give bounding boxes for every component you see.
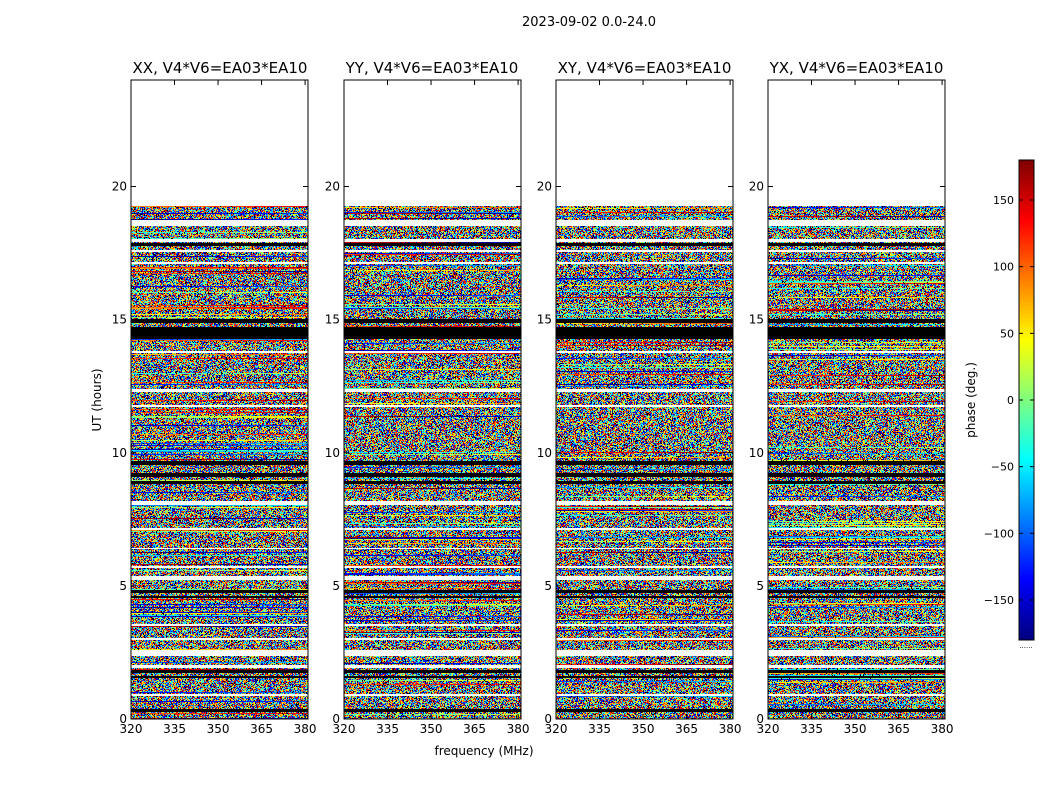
x-tick-label: 335 (800, 722, 823, 736)
y-tick-label: 15 (112, 313, 127, 327)
y-tick-label: 20 (112, 180, 127, 194)
y-tick-label: 0 (756, 712, 764, 726)
y-tick-label: 0 (119, 712, 127, 726)
y-tick-label: 20 (749, 180, 764, 194)
y-tick-label: 0 (332, 712, 340, 726)
y-tick-label: 10 (537, 446, 552, 460)
x-tick-label: 365 (887, 722, 910, 736)
panel-title-xy: XY, V4*V6=EA03*EA10 (558, 59, 732, 77)
x-tick-label: 320 (545, 722, 568, 736)
panel-frame (130, 79, 309, 720)
panel-title-yy: YY, V4*V6=EA03*EA10 (345, 59, 519, 77)
x-tick-label: 380 (931, 722, 954, 736)
colorbar: phase (deg.) ...... −150 −100 −50 0 50 100 150 (964, 159, 1035, 650)
y-tick-label: 10 (112, 446, 127, 460)
y-tick-label: 15 (325, 313, 340, 327)
x-tick-label: 380 (507, 722, 530, 736)
colorbar-tick-label: 100 (993, 261, 1014, 274)
x-tick-label: 380 (294, 722, 317, 736)
panel-title-yx: YX, V4*V6=EA03*EA10 (769, 59, 944, 77)
x-tick-label: 365 (250, 722, 273, 736)
colorbar-tick-label: −50 (991, 461, 1014, 474)
colorbar-gradient (1019, 160, 1034, 640)
y-tick-label: 10 (749, 446, 764, 460)
heatmap-xx (131, 80, 308, 719)
x-tick-label: 335 (163, 722, 186, 736)
x-tick-label: 320 (120, 722, 143, 736)
panel-title-xx: XX, V4*V6=EA03*EA10 (133, 59, 308, 77)
x-tick-label: 320 (333, 722, 356, 736)
x-tick-label: 350 (632, 722, 655, 736)
panel-yx: YX, V4*V6=EA03*EA10 320 335 350 365 380 0 5 10 1… (749, 59, 954, 736)
panel-frame (343, 79, 522, 720)
x-axis-label: frequency (MHz) (434, 744, 533, 758)
y-tick-label: 5 (332, 579, 340, 593)
colorbar-tick-label: −150 (984, 594, 1014, 607)
panel-frame (555, 79, 734, 720)
colorbar-footer: ...... (1019, 642, 1032, 650)
x-tick-label: 335 (376, 722, 399, 736)
y-tick-label: 20 (325, 180, 340, 194)
x-tick-label: 350 (844, 722, 867, 736)
y-tick-label: 5 (119, 579, 127, 593)
x-tick-label: 320 (757, 722, 780, 736)
x-tick-label: 350 (420, 722, 443, 736)
x-tick-label: 365 (675, 722, 698, 736)
colorbar-tick-label: 0 (1007, 394, 1014, 407)
x-tick-label: 335 (588, 722, 611, 736)
y-tick-label: 10 (325, 446, 340, 460)
y-tick-label: 0 (544, 712, 552, 726)
figure-title: 2023-09-02 0.0-24.0 (522, 15, 656, 30)
panel-xy: XY, V4*V6=EA03*EA10 320 335 350 365 380 0 5 10 1… (537, 59, 742, 736)
colorbar-tick-label: 150 (993, 194, 1014, 207)
colorbar-label: phase (deg.) (964, 362, 978, 438)
heatmap-xy (556, 80, 733, 719)
x-tick-label: 380 (719, 722, 742, 736)
y-tick-label: 15 (749, 313, 764, 327)
panel-xx: XX, V4*V6=EA03*EA10 320 335 350 365 380 0 5 10 1… (112, 59, 317, 736)
x-tick-label: 350 (207, 722, 230, 736)
panel-frame (767, 79, 946, 720)
y-tick-label: 20 (537, 180, 552, 194)
heatmap-yx (768, 80, 945, 719)
panel-yy: YY, V4*V6=EA03*EA10 320 335 350 365 380 0 5 10 1… (325, 59, 530, 736)
y-tick-label: 5 (544, 579, 552, 593)
heatmap-yy (344, 80, 521, 719)
y-tick-label: 5 (756, 579, 764, 593)
colorbar-tick-label: 50 (1000, 327, 1014, 340)
y-tick-label: 15 (537, 313, 552, 327)
colorbar-tick-label: −100 (984, 527, 1014, 540)
y-axis-label: UT (hours) (90, 368, 104, 431)
x-tick-label: 365 (463, 722, 486, 736)
